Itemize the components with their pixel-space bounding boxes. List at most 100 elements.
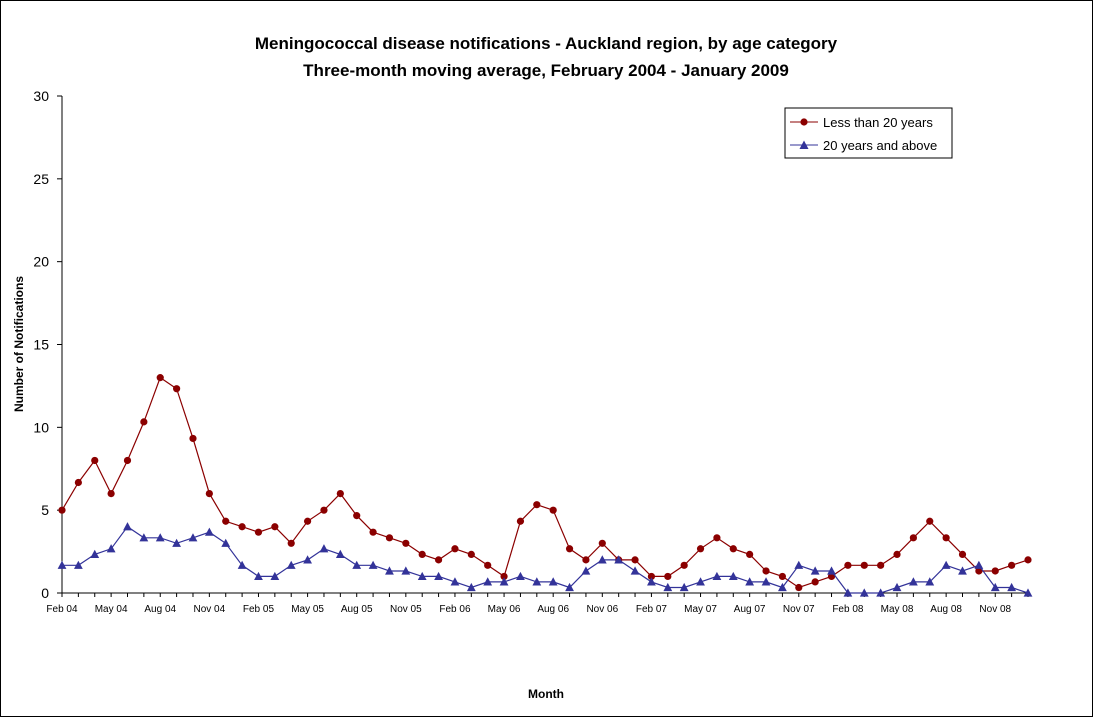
data-point [581,566,591,575]
series-20-plus [57,522,1033,597]
data-point [483,577,493,586]
data-point [466,582,476,592]
data-point [696,577,705,586]
series-line [61,376,1029,589]
data-point [205,490,213,498]
data-point [57,560,67,569]
series-line [62,525,1029,594]
data-point [925,577,935,586]
data-point [303,517,312,525]
data-point [859,588,869,597]
legend: Less than 20 years 20 years and above [784,107,953,159]
data-point [368,560,378,569]
data-point [827,566,836,575]
legend-marker-20-plus [799,140,809,149]
data-point [303,555,312,564]
data-point [909,534,917,542]
data-point [597,555,607,564]
data-point [467,550,475,558]
data-point [679,582,689,592]
y-tick-label: 0 [41,585,49,601]
x-tick-label: Aug 05 [341,604,373,615]
data-point [221,538,231,547]
data-point [663,582,673,592]
data-point [352,560,362,569]
data-point [155,533,165,542]
data-point [123,522,132,531]
data-point [926,517,934,525]
x-tick-label: Nov 08 [979,604,1011,615]
x-tick-label: Aug 06 [537,604,569,615]
data-point [58,506,66,514]
data-point [254,528,263,536]
x-tick-label: May 08 [881,604,914,615]
data-point [630,566,640,575]
data-point [843,588,853,597]
data-point [647,572,656,581]
data-point [827,572,836,581]
data-point [107,490,115,498]
data-point [729,545,737,553]
data-point [319,544,329,553]
data-point [254,571,263,581]
data-point [990,582,1000,592]
data-point [712,571,722,581]
data-point [991,567,999,575]
data-point [451,545,459,553]
data-point [713,534,721,542]
data-point [941,560,951,569]
data-point [1024,556,1032,564]
data-point [401,566,411,575]
data-point [565,582,574,592]
data-point [516,517,525,525]
data-point [91,456,99,465]
data-point [877,561,885,569]
data-point [74,478,82,487]
data-point [335,549,345,558]
data-point [844,561,852,569]
data-point [664,572,672,581]
data-point [287,539,295,547]
data-point [745,577,755,586]
data-point [762,567,770,575]
data-point [696,545,705,553]
data-point [204,527,214,536]
y-tick-label: 15 [33,337,49,353]
x-tick-label: Feb 06 [439,604,471,615]
data-point [892,582,902,592]
data-point [271,523,279,531]
legend-label-under-20: Less than 20 years [823,115,933,130]
x-tick-label: Aug 04 [144,604,176,615]
legend-marker-under-20 [800,118,808,126]
data-point [434,556,443,564]
data-point [320,506,328,514]
data-point [975,567,983,575]
data-point [778,582,787,592]
x-tick-label: Feb 08 [832,604,864,615]
data-point [974,560,984,569]
data-point [156,374,164,382]
x-tick-label: Aug 07 [734,604,766,615]
data-point [582,556,590,564]
data-point [73,560,83,569]
data-point [680,561,688,569]
series-layer [57,374,1033,597]
data-point [614,555,624,564]
y-axis-title: Number of Notifications [12,276,26,412]
data-point [746,550,754,558]
data-point [532,577,542,586]
data-point [385,566,394,575]
data-point [270,571,280,581]
data-point [237,560,247,569]
x-tick-label: Aug 08 [930,604,962,615]
x-tick-label: Nov 07 [783,604,815,615]
data-point [565,545,574,553]
data-point [516,571,525,581]
data-point [728,571,738,581]
x-axis-title: Month [528,687,564,701]
series-under-20 [58,374,1032,592]
data-point [139,533,149,542]
data-point [286,560,296,569]
y-tick-label: 10 [33,419,49,435]
